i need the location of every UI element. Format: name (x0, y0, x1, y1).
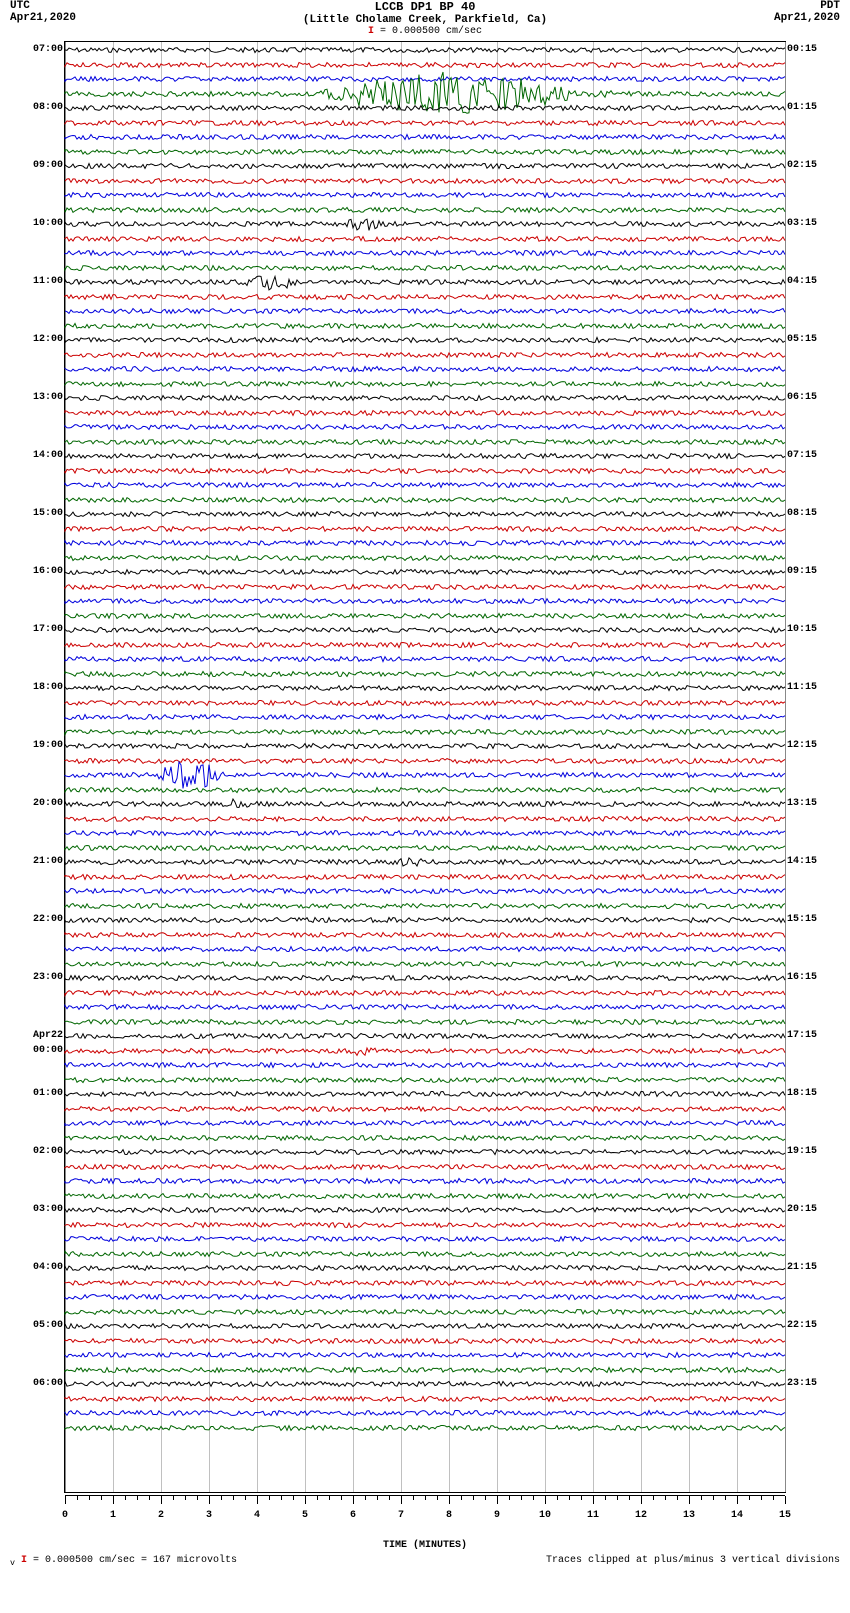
left-label: 12:00 (33, 334, 63, 345)
seismic-trace (65, 1406, 785, 1450)
left-label: 21:00 (33, 856, 63, 867)
left-label: 13:00 (33, 392, 63, 403)
x-tick-label: 10 (539, 1510, 551, 1521)
left-label: 11:00 (33, 276, 63, 287)
x-tick-label: 7 (398, 1510, 404, 1521)
x-axis-title: TIME (MINUTES) (0, 1540, 850, 1551)
left-label: 15:00 (33, 508, 63, 519)
right-label: 14:15 (787, 856, 817, 867)
right-label: 07:15 (787, 450, 817, 461)
left-label: 07:00 (33, 44, 63, 55)
right-label: 17:15 (787, 1030, 817, 1041)
left-label: 23:00 (33, 972, 63, 983)
left-label: Apr22 (33, 1030, 63, 1041)
right-label: 01:15 (787, 102, 817, 113)
right-time-labels: 00:15 01:15 02:15 03:15 04:15 05:15 06:15 07:15… (787, 42, 833, 1492)
x-tick-label: 14 (731, 1510, 743, 1521)
right-label: 20:15 (787, 1204, 817, 1215)
left-label: 14:00 (33, 450, 63, 461)
left-label: 16:00 (33, 566, 63, 577)
right-label: 19:15 (787, 1146, 817, 1157)
left-time-labels: 07:00 08:00 09:00 10:00 11:00 12:00 13:00 14:00… (17, 42, 63, 1492)
right-label: 15:15 (787, 914, 817, 925)
helicorder-plot: 07:0008:0009:0010:0011:0012:0013:0014:00… (64, 41, 786, 1493)
x-tick-label: 8 (446, 1510, 452, 1521)
x-tick-label: 4 (254, 1510, 260, 1521)
right-label: 04:15 (787, 276, 817, 287)
footer-left: v I = 0.000500 cm/sec = 167 microvolts (10, 1555, 237, 1568)
left-label: 03:00 (33, 1204, 63, 1215)
x-tick-label: 6 (350, 1510, 356, 1521)
right-label: 12:15 (787, 740, 817, 751)
right-label: 00:15 (787, 44, 817, 55)
x-tick-label: 0 (62, 1510, 68, 1521)
right-label: 05:15 (787, 334, 817, 345)
x-tick-label: 15 (779, 1510, 791, 1521)
right-label: 13:15 (787, 798, 817, 809)
right-label: 02:15 (787, 160, 817, 171)
right-label: 06:15 (787, 392, 817, 403)
plot-title: LCCB DP1 BP 40 (303, 0, 547, 14)
x-tick-label: 13 (683, 1510, 695, 1521)
right-label: 22:15 (787, 1320, 817, 1331)
right-label: 03:15 (787, 218, 817, 229)
x-tick-label: 1 (110, 1510, 116, 1521)
left-label: 18:00 (33, 682, 63, 693)
left-label: 08:00 (33, 102, 63, 113)
left-label: 06:00 (33, 1378, 63, 1389)
header-left-date: Apr21,2020 (10, 12, 76, 24)
left-label: 10:00 (33, 218, 63, 229)
x-tick-label: 9 (494, 1510, 500, 1521)
right-label: 16:15 (787, 972, 817, 983)
left-label: 05:00 (33, 1320, 63, 1331)
right-label: 09:15 (787, 566, 817, 577)
right-label: 11:15 (787, 682, 817, 693)
right-label: 18:15 (787, 1088, 817, 1099)
header-right-tz: PDT (774, 0, 840, 12)
left-label: 20:00 (33, 798, 63, 809)
x-axis: 0123456789101112131415 (65, 1495, 785, 1510)
right-label: 23:15 (787, 1378, 817, 1389)
x-tick-label: 3 (206, 1510, 212, 1521)
left-label: 04:00 (33, 1262, 63, 1273)
left-label: 00:00 (33, 1045, 63, 1056)
left-label: 19:00 (33, 740, 63, 751)
right-label: 08:15 (787, 508, 817, 519)
header-right-date: Apr21,2020 (774, 12, 840, 24)
left-label: 22:00 (33, 914, 63, 925)
x-tick-label: 12 (635, 1510, 647, 1521)
x-tick-label: 5 (302, 1510, 308, 1521)
left-label: 01:00 (33, 1088, 63, 1099)
header-left-tz: UTC (10, 0, 76, 12)
left-label: 02:00 (33, 1146, 63, 1157)
right-label: 21:15 (787, 1262, 817, 1273)
left-label: 09:00 (33, 160, 63, 171)
right-label: 10:15 (787, 624, 817, 635)
plot-subtitle: (Little Cholame Creek, Parkfield, Ca) (303, 14, 547, 26)
footer-right: Traces clipped at plus/minus 3 vertical … (546, 1555, 840, 1568)
x-tick-label: 11 (587, 1510, 599, 1521)
left-label: 17:00 (33, 624, 63, 635)
x-tick-label: 2 (158, 1510, 164, 1521)
